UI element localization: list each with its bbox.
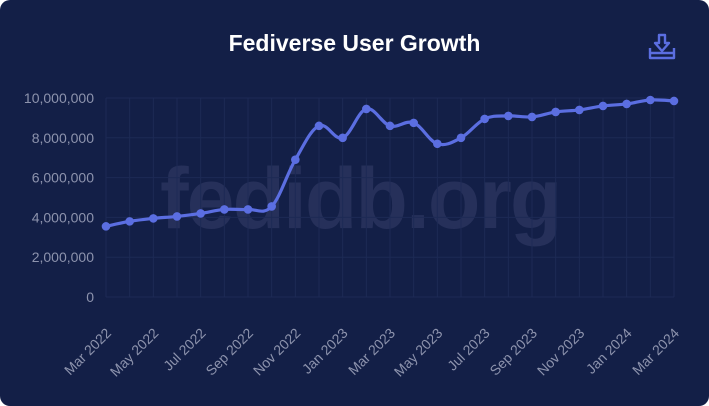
data-point [243, 205, 253, 214]
download-icon [648, 33, 676, 60]
data-point [646, 95, 655, 105]
x-tick-label: Mar 2024 [629, 325, 682, 378]
y-tick-label: 0 [86, 289, 94, 305]
x-tick-label: May 2022 [107, 325, 162, 380]
data-point [598, 101, 608, 111]
x-tick-label: May 2023 [391, 325, 446, 380]
data-point [338, 133, 347, 143]
x-tick-label: Sep 2022 [202, 325, 256, 379]
x-tick-label: Nov 2022 [250, 325, 304, 379]
y-tick-label: 2,000,000 [32, 249, 94, 265]
data-point [551, 107, 560, 117]
x-tick-label: Jan 2023 [299, 325, 351, 377]
data-point [622, 99, 631, 109]
data-point [267, 202, 276, 211]
data-point [385, 121, 395, 131]
data-point [504, 111, 513, 121]
data-point [314, 121, 324, 131]
data-point [362, 104, 371, 114]
data-point [291, 155, 300, 164]
x-tick-label: Jan 2024 [583, 325, 635, 377]
chart-title: Fediverse User Growth [228, 30, 481, 56]
data-point [101, 222, 111, 231]
data-point [172, 212, 182, 221]
data-point [527, 112, 537, 122]
y-tick-label: 6,000,000 [32, 170, 94, 186]
data-point [433, 139, 442, 149]
data-point [125, 217, 134, 226]
download-button[interactable] [644, 30, 680, 66]
y-tick-label: 4,000,000 [32, 209, 94, 225]
x-tick-label: Nov 2023 [534, 325, 588, 379]
data-point [409, 118, 418, 128]
data-point [220, 205, 229, 214]
data-point [669, 96, 679, 106]
x-tick-label: Jul 2022 [160, 325, 209, 374]
data-point [575, 105, 584, 115]
x-tick-label: Sep 2023 [486, 325, 540, 379]
y-tick-label: 10,000,000 [24, 90, 94, 106]
data-point [149, 214, 158, 223]
x-tick-label: Jul 2023 [444, 325, 493, 374]
data-point [456, 133, 466, 143]
data-point [480, 114, 489, 124]
data-point [196, 209, 205, 218]
x-tick-label: Mar 2022 [61, 325, 114, 378]
x-tick-label: Mar 2023 [345, 325, 398, 378]
y-tick-label: 8,000,000 [32, 130, 94, 146]
